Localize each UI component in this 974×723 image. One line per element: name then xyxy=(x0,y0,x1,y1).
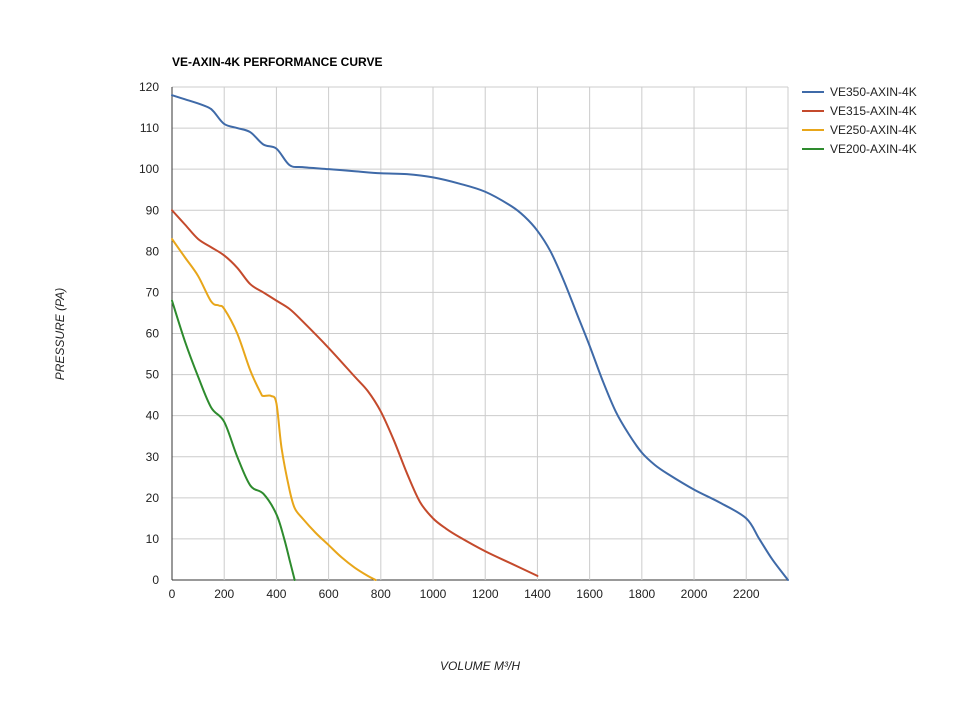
y-tick-label: 120 xyxy=(139,80,159,94)
x-tick-label: 1200 xyxy=(472,587,499,601)
legend-label: VE315-AXIN-4K xyxy=(830,104,917,118)
legend-label: VE250-AXIN-4K xyxy=(830,123,917,137)
legend-label: VE350-AXIN-4K xyxy=(830,85,917,99)
y-tick-label: 80 xyxy=(146,244,160,258)
x-tick-label: 400 xyxy=(266,587,286,601)
y-tick-label: 90 xyxy=(146,203,160,217)
series-line-ve200-axin-4k xyxy=(171,299,296,581)
y-tick-label: 70 xyxy=(146,285,160,299)
x-tick-label: 200 xyxy=(214,587,234,601)
grid xyxy=(171,86,789,581)
y-tick-label: 20 xyxy=(146,491,160,505)
y-tick-label: 10 xyxy=(146,532,160,546)
x-tick-label: 1800 xyxy=(628,587,655,601)
series-line-ve315-axin-4k xyxy=(171,209,539,577)
x-tick-label: 2200 xyxy=(733,587,760,601)
x-axis-label: VOLUME M³/H xyxy=(440,659,520,673)
y-tick-label: 0 xyxy=(152,573,159,587)
x-tick-label: 0 xyxy=(169,587,176,601)
y-tick-label: 50 xyxy=(146,368,160,382)
x-tick-label: 1400 xyxy=(524,587,551,601)
legend-label: VE200-AXIN-4K xyxy=(830,142,917,156)
legend: VE350-AXIN-4K VE315-AXIN-4K VE250-AXIN-4K V… xyxy=(802,85,917,156)
x-tick-label: 2000 xyxy=(681,587,708,601)
series-line-ve350-axin-4k xyxy=(171,94,789,581)
x-tick-label: 1000 xyxy=(420,587,447,601)
y-tick-label: 60 xyxy=(146,327,160,341)
chart-title: VE-AXIN-4K PERFORMANCE CURVE xyxy=(172,55,382,69)
series-line-ve250-axin-4k xyxy=(171,238,377,581)
series-lines xyxy=(171,94,789,581)
y-axis-label: PRESSURE (PA) xyxy=(53,288,67,380)
y-tick-label: 30 xyxy=(146,450,160,464)
y-tick-label: 40 xyxy=(146,409,160,423)
x-tick-label: 1600 xyxy=(576,587,603,601)
x-tick-label: 600 xyxy=(319,587,339,601)
x-tick-label: 800 xyxy=(371,587,391,601)
y-tick-label: 110 xyxy=(140,121,159,135)
y-tick-label: 100 xyxy=(139,162,159,176)
